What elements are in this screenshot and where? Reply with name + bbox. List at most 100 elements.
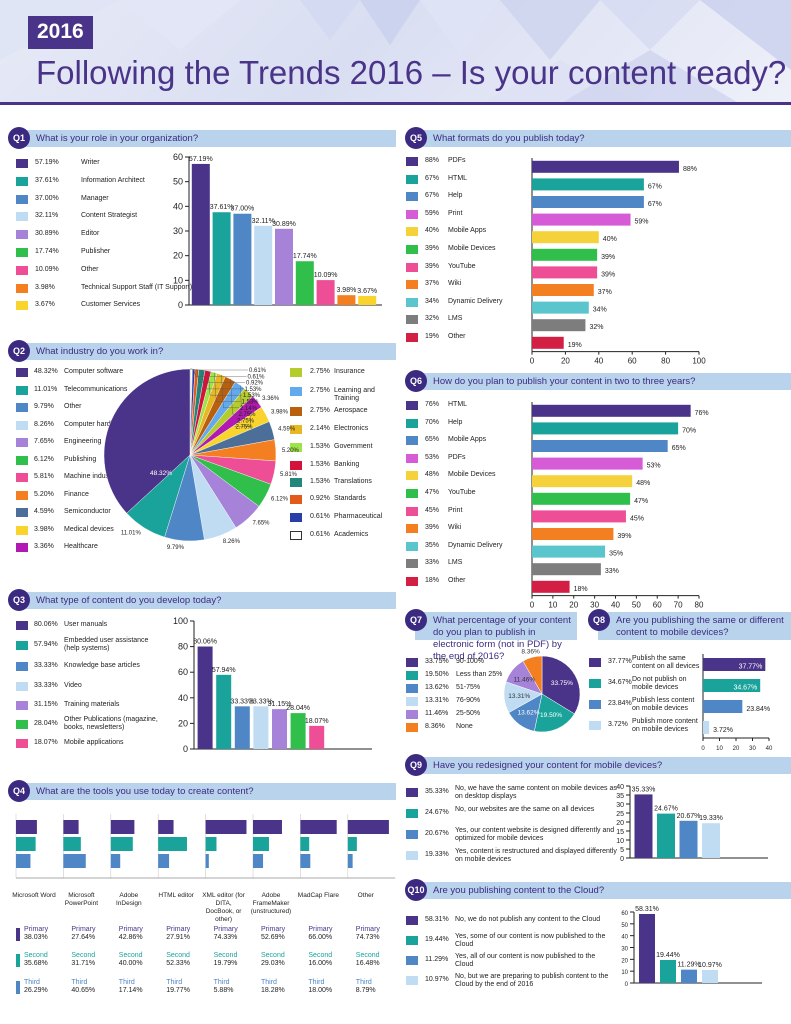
q2-legend-pct: 48.32% [34, 368, 58, 375]
q4-category-label: XML editor (for DITA, DocBook, or other) [202, 892, 245, 923]
q10-question-bar [415, 882, 791, 899]
q5-legend-label: Help [448, 192, 463, 200]
q2-legend-pct: 2.75% [310, 407, 330, 414]
q9-y-tick-label: 15 [616, 829, 624, 836]
q2-leader-line [221, 374, 239, 408]
page-title: Following the Trends 2016 – Is your cont… [36, 54, 787, 91]
q4-series-name: Second [213, 952, 238, 959]
q7-legend-pct: 19.50% [425, 671, 449, 678]
q4-category-label: Microsoft Word [12, 892, 56, 899]
q2-legend-swatch [16, 490, 28, 500]
q4-value-label: 19.79% [213, 960, 238, 967]
q2-legend-label: Academics [334, 531, 369, 538]
q4-series-name: Second [24, 952, 48, 959]
q5-legend-label: Mobile Devices [448, 245, 496, 252]
q2-legend-swatch [290, 461, 302, 470]
q4-value-label: 42.86% [118, 934, 143, 941]
q9-y-tick-label: 30 [616, 802, 624, 809]
q4-bar [158, 854, 170, 868]
q4-category-label: MadCap Flare [297, 892, 339, 899]
q3-bar-label: 18.07% [305, 718, 329, 725]
q3-chart: 02040608010080.06%57.94%33.33%33.33%31.1… [173, 616, 372, 754]
q2-slice-label: 1.53% [242, 400, 260, 406]
q7-slice-label: 33.75% [551, 680, 573, 687]
q5-bar [532, 196, 644, 208]
q4-bar [347, 837, 357, 851]
q8-bar-label: 23.84% [746, 706, 770, 713]
q9-y-tick-label: 5 [620, 847, 624, 854]
q4-value-label: 18.28% [261, 987, 285, 994]
q2-legend-label: Government [334, 443, 373, 450]
q2-legend-swatch [16, 508, 28, 517]
q3-y-tick-label: 60 [178, 667, 188, 677]
q1-legend-label: Technical Support Staff (IT Support) [81, 283, 193, 291]
q7-badge: Q7 [405, 609, 427, 631]
q5-legend-pct: 40% [425, 227, 440, 235]
q4-value-label: 17.14% [118, 987, 143, 994]
header-triangle [560, 50, 740, 104]
q7-legend-pct: 13.31% [425, 697, 449, 704]
q10-y-tick-label: 40 [621, 935, 628, 941]
q4-series-name: Second [118, 952, 143, 959]
q9-legend-pct: 19.33% [425, 851, 449, 858]
q2-legend-label: Standards [334, 495, 366, 502]
q6-bar [532, 510, 626, 523]
q6-x-tick-label: 60 [653, 601, 662, 610]
q1-y-tick-label: 0 [178, 300, 183, 310]
q7-question: What percentage of your content do you p… [433, 615, 571, 662]
q3-bar [290, 713, 306, 749]
header-triangle [500, 0, 600, 60]
q1-bar [295, 261, 314, 305]
q8-legend-swatch [589, 700, 601, 709]
q2-slice-label: 9.79% [167, 545, 185, 551]
q1-y-tick-label: 10 [173, 275, 183, 285]
q1-bar [337, 295, 356, 305]
q8-legend-swatch [589, 679, 601, 688]
q2-legend-label: Healthcare [64, 543, 98, 550]
q1-bar-label: 37.00% [231, 206, 255, 213]
q10-y-tick-label: 0 [625, 982, 629, 988]
q9-legend-swatch [406, 809, 418, 818]
q7-slice-label: 13.31% [508, 693, 530, 700]
q5-chart: 0 20 40 60 80 100 88% 67% 67% 59% 40% 39% 39% 37% 34% 3… [530, 158, 706, 366]
q7-chart: 33.75% 19.50%13.62% 13.31% 11.46% 8.36% [503, 649, 581, 733]
q2-legend-label: Engineering [64, 438, 102, 445]
q4-value-label: 40.65% [71, 987, 96, 994]
q2-legend-pct: 3.36% [34, 543, 54, 550]
q10-bar-label: 11.29% [677, 962, 700, 969]
q8-bar-label: 34.67% [733, 685, 757, 692]
q5-bar-label: 39% [601, 254, 615, 261]
q1-bar-label: 3.67% [357, 288, 377, 295]
q4-bar [300, 820, 337, 834]
q4-series-name: Third [213, 979, 230, 986]
q7-legend-label: 25-50% [456, 710, 481, 717]
q1-legend-swatch [16, 248, 28, 257]
q5-bar-label: 19% [568, 342, 582, 349]
q3-legend-label: Embedded user assistance (help systems) [64, 637, 149, 652]
q7-question-bar [415, 612, 577, 640]
q2-legend-swatch [16, 368, 28, 377]
q6-question: How do you plan to publish your content … [433, 376, 696, 387]
q1-bar [358, 295, 377, 305]
q5-bar [532, 160, 679, 173]
q7-legend-swatch [406, 723, 418, 732]
q9-bar [702, 823, 720, 858]
q5-legend-swatch [406, 280, 418, 290]
q8-x-tick-label: 40 [766, 746, 773, 752]
q4-bar [253, 837, 269, 851]
q1-bar-label: 3.98% [336, 287, 356, 294]
q6-legend-pct: 18% [425, 577, 440, 584]
q9-bar-label: 19.33% [699, 815, 723, 822]
q1-legend-label: Editor [81, 230, 100, 238]
q7-legend-pct: 11.46% [425, 710, 449, 717]
q4-value-label: 18.00% [308, 987, 333, 994]
q9-bar-label: 35.33% [632, 786, 656, 793]
q10-bar [681, 969, 697, 983]
q4-value-label: 52.69% [261, 934, 285, 941]
q9-legend-label: No, we have the same content on mobile d… [455, 785, 617, 800]
q2-legend-label: Publishing [64, 455, 97, 463]
q2-legend-swatch [16, 455, 28, 465]
q10-legend-pct: 58.31% [425, 916, 449, 923]
year-badge: 2016 [28, 16, 93, 49]
q8-legend-pct: 34.67% [608, 679, 632, 686]
